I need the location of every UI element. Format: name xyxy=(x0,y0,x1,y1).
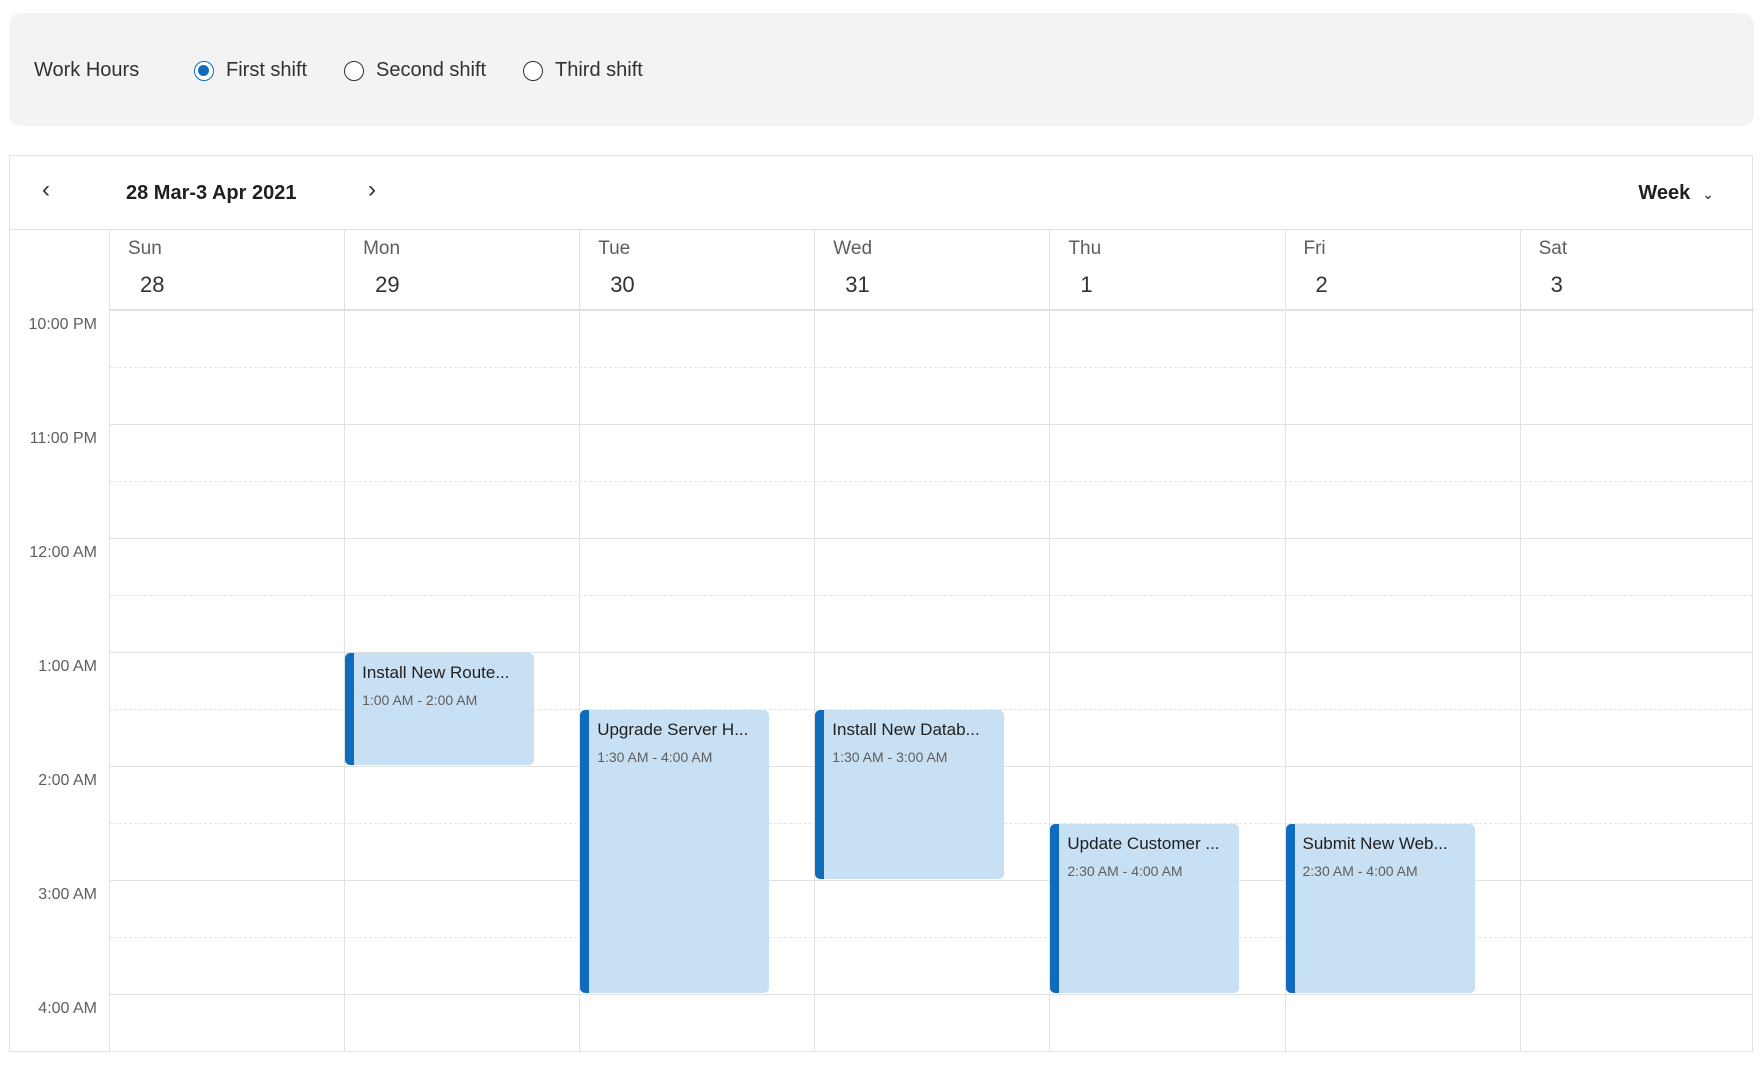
radio-second-shift[interactable]: Second shift xyxy=(344,59,486,82)
time-column: 10:00 PM 11:00 PM 12:00 AM 1:00 AM 2:00 AM 3:… xyxy=(10,310,109,1051)
day-header-tue[interactable]: Tue 30 xyxy=(579,230,815,310)
day-name: Mon xyxy=(363,238,401,259)
day-column-divider xyxy=(814,310,816,1051)
event-time: 1:30 AM - 3:00 AM xyxy=(832,749,948,765)
event-title: Upgrade Server H... xyxy=(597,720,749,739)
day-name: Tue xyxy=(598,238,631,259)
event-title: Submit New Web... xyxy=(1302,834,1448,853)
time-label: 12:00 AM xyxy=(29,544,97,561)
calendar-event[interactable]: Install New Datab... 1:30 AM - 3:00 AM xyxy=(815,710,1005,879)
time-label: 11:00 PM xyxy=(29,430,97,447)
day-column-divider xyxy=(579,310,581,1051)
day-header-mon[interactable]: Mon 29 xyxy=(344,230,580,310)
calendar-toolbar: ‹ 28 Mar-3 Apr 2021 › Week ⌄ xyxy=(10,156,1752,230)
day-name: Fri xyxy=(1303,238,1326,259)
calendar-event[interactable]: Submit New Web... 2:30 AM - 4:00 AM xyxy=(1285,824,1475,993)
day-header-sat[interactable]: Sat 3 xyxy=(1519,230,1755,310)
time-label: 10:00 PM xyxy=(28,316,97,333)
view-label: Week xyxy=(1638,182,1691,204)
day-column-divider xyxy=(1284,310,1286,1051)
work-hours-panel: Work Hours First shift Second shift Thir… xyxy=(9,13,1754,126)
day-header-sun[interactable]: Sun 28 xyxy=(109,230,345,310)
work-hours-label: Work Hours xyxy=(34,59,140,81)
radio-first-shift[interactable]: First shift xyxy=(194,59,307,82)
event-time: 1:00 AM - 2:00 AM xyxy=(362,692,478,708)
event-title: Install New Datab... xyxy=(832,720,980,739)
day-date: 29 xyxy=(375,272,400,297)
time-label: 1:00 AM xyxy=(38,658,97,675)
hour-line xyxy=(109,310,1752,311)
half-hour-line xyxy=(109,367,1752,368)
half-hour-line xyxy=(109,481,1752,482)
time-label: 2:00 AM xyxy=(38,772,97,789)
radio-icon xyxy=(344,60,364,81)
radio-third-shift[interactable]: Third shift xyxy=(523,59,643,82)
day-date: 30 xyxy=(610,272,635,297)
event-time: 2:30 AM - 4:00 AM xyxy=(1302,863,1418,879)
event-time: 2:30 AM - 4:00 AM xyxy=(1067,863,1183,879)
day-name: Sat xyxy=(1538,238,1568,259)
chevron-left-icon[interactable]: ‹ xyxy=(42,176,50,203)
time-label: 3:00 AM xyxy=(38,886,97,903)
day-date: 28 xyxy=(140,272,165,297)
day-header-wed[interactable]: Wed 31 xyxy=(814,230,1050,310)
event-title: Update Customer ... xyxy=(1067,834,1220,853)
radio-label: First shift xyxy=(226,59,308,81)
calendar-event[interactable]: Install New Route... 1:00 AM - 2:00 AM xyxy=(345,653,535,765)
chevron-right-icon[interactable]: › xyxy=(368,176,376,203)
calendar-event[interactable]: Upgrade Server H... 1:30 AM - 4:00 AM xyxy=(580,710,770,993)
day-column-divider xyxy=(109,310,110,1051)
radio-icon xyxy=(523,60,543,81)
day-column-divider xyxy=(344,310,346,1051)
calendar-grid[interactable]: Install New Route... 1:00 AM - 2:00 AM Upg… xyxy=(109,310,1752,1052)
day-name: Wed xyxy=(833,238,873,259)
calendar-event[interactable]: Update Customer ... 2:30 AM - 4:00 AM xyxy=(1050,824,1240,993)
hour-line xyxy=(109,538,1752,539)
day-column-divider xyxy=(1519,310,1521,1051)
day-date: 31 xyxy=(845,272,870,297)
hour-line xyxy=(109,994,1752,995)
radio-icon xyxy=(194,60,214,81)
half-hour-line xyxy=(109,1051,1752,1052)
day-name: Thu xyxy=(1068,238,1102,259)
day-date: 2 xyxy=(1315,272,1328,297)
radio-label: Third shift xyxy=(555,59,643,81)
half-hour-line xyxy=(109,937,1752,938)
day-date: 1 xyxy=(1080,272,1093,297)
day-date: 3 xyxy=(1550,272,1563,297)
time-label: 4:00 AM xyxy=(38,1000,97,1017)
calendar: ‹ 28 Mar-3 Apr 2021 › Week ⌄ Sun 28 Mon 29 Tu… xyxy=(9,155,1755,1052)
half-hour-line xyxy=(109,709,1752,710)
half-hour-line xyxy=(109,595,1752,596)
date-range[interactable]: 28 Mar-3 Apr 2021 xyxy=(126,182,297,204)
hour-line xyxy=(109,652,1752,653)
hour-line xyxy=(109,880,1752,881)
day-name: Sun xyxy=(128,238,162,259)
event-time: 1:30 AM - 4:00 AM xyxy=(597,749,713,765)
day-header-thu[interactable]: Thu 1 xyxy=(1049,230,1285,310)
event-title: Install New Route... xyxy=(362,663,510,682)
day-column-divider xyxy=(1049,310,1051,1051)
radio-label: Second shift xyxy=(376,59,487,81)
chevron-down-icon: ⌄ xyxy=(1702,186,1714,202)
view-dropdown[interactable]: Week ⌄ xyxy=(1638,182,1714,205)
hour-line xyxy=(109,424,1752,425)
day-header-fri[interactable]: Fri 2 xyxy=(1284,230,1520,310)
